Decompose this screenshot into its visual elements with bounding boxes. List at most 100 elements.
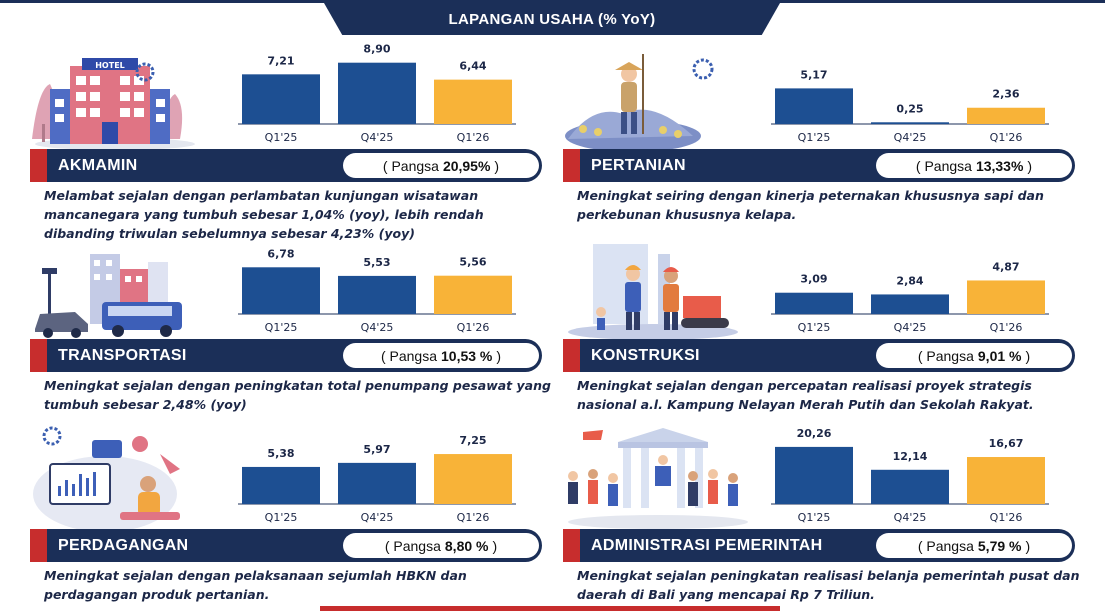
data-label: 3,09 [800,273,827,286]
sector-description: Meningkat sejalan dengan percepatan real… [577,378,1034,412]
panel-pertanian: 5,17 Q1'25 0,25 Q4'25 2,36 Q1'26 PERTANIAN ( … [563,44,1083,234]
sector-description: Melambat sejalan dengan perlambatan kunj… [44,188,484,241]
category-label: Q4'25 [894,131,927,144]
sector-name: TRANSPORTASI [58,347,187,364]
accent-marker [563,149,580,182]
data-label: 16,67 [989,437,1024,450]
share-value: 20,95% [442,157,491,174]
share-badge: ( Pangsa 9,01 % ) [876,343,1072,368]
share-badge: ( Pangsa 13,33% ) [876,153,1072,178]
sector-name: KONSTRUKSI [591,347,700,364]
category-label: Q4'25 [894,321,927,334]
category-label: Q1'26 [990,131,1023,144]
page-header: LAPANGAN USAHA (% YoY) [324,3,780,35]
accent-marker [30,529,47,562]
share-value: 9,01 % [977,347,1022,364]
bar [242,267,320,314]
bar-chart: 20,26 Q1'25 12,14 Q4'25 16,67 Q1'26 [771,427,1049,524]
data-label: 4,87 [992,260,1019,273]
bar [338,462,416,504]
bar [338,62,416,124]
panel-konstruksi: 3,09 Q1'25 2,84 Q4'25 4,87 Q1'26 KONSTRUKSI (… [563,234,1083,424]
category-label: Q4'25 [361,321,394,334]
data-label: 7,25 [459,434,486,447]
sector-description: Meningkat sejalan dengan pelaksanaan sej… [44,568,467,602]
data-label: 6,44 [459,60,486,73]
sector-name: ADMINISTRASI PEMERINTAH [591,537,823,554]
page-title: LAPANGAN USAHA (% YoY) [448,10,656,28]
bar-chart: 7,21 Q1'25 8,90 Q4'25 6,44 Q1'26 [238,44,516,144]
sector-header: KONSTRUKSI ( Pangsa 9,01 % ) [563,339,1083,372]
panel-administrasi-pemerintah: 20,26 Q1'25 12,14 Q4'25 16,67 Q1'26 ADMINISTR… [563,424,1083,614]
government-icon [568,428,748,529]
data-label: 5,17 [800,68,827,81]
sector-description: Meningkat seiring dengan kinerja peterna… [577,188,1044,222]
bar [775,292,853,314]
category-label: Q1'25 [798,321,831,334]
category-label: Q1'26 [990,321,1023,334]
category-label: Q4'25 [361,131,394,144]
bar [338,275,416,314]
data-label: 0,25 [896,102,923,115]
sector-name: PERTANIAN [591,157,686,174]
bar-chart: 5,17 Q1'25 0,25 Q4'25 2,36 Q1'26 [771,68,1049,144]
category-label: Q1'26 [457,511,490,524]
category-label: Q4'25 [361,511,394,524]
data-label: 5,53 [363,256,390,269]
data-label: 8,90 [363,44,390,56]
category-label: Q1'26 [457,321,490,334]
share-badge: ( Pangsa 8,80 % ) [343,533,539,558]
share-badge: ( Pangsa 20,95% ) [343,153,539,178]
share-value: 8,80 % [444,537,489,554]
bar-chart: 3,09 Q1'25 2,84 Q4'25 4,87 Q1'26 [771,260,1049,334]
sector-header: PERTANIAN ( Pangsa 13,33% ) [563,149,1083,182]
category-label: Q1'26 [990,511,1023,524]
data-label: 2,84 [896,274,923,287]
trading-icon [33,426,180,532]
category-label: Q1'25 [265,511,298,524]
category-label: Q1'25 [265,321,298,334]
bar-chart: 6,78 Q1'25 5,53 Q4'25 5,56 Q1'26 [238,247,516,334]
bar [871,469,949,504]
bar [242,466,320,504]
top-border [0,0,1105,3]
bar-chart: 5,38 Q1'25 5,97 Q4'25 7,25 Q1'26 [238,434,516,524]
category-label: Q1'25 [265,131,298,144]
bar [871,122,949,124]
panel-akmamin: HOTEL 7,21 Q1'25 8,90 Q4'25 6,44 Q1'26 AKMAMI… [30,44,550,241]
share-value: 13,33% [975,157,1024,174]
accent-marker [30,339,47,372]
share-badge: ( Pangsa 10,53 % ) [343,343,539,368]
sector-header: ADMINISTRASI PEMERINTAH ( Pangsa 5,79 % … [563,529,1083,562]
share-value: 5,79 % [977,537,1022,554]
bar [434,79,512,124]
bar [967,280,1045,314]
data-label: 5,97 [363,443,390,456]
data-label: 6,78 [267,247,294,260]
category-label: Q1'25 [798,511,831,524]
hotel-icon: HOTEL [32,58,195,150]
data-label: 2,36 [992,88,1019,101]
bottom-border [320,606,780,611]
data-label: 20,26 [797,427,832,440]
sector-header: PERDAGANGAN ( Pangsa 8,80 % ) [30,529,550,562]
share-badge: ( Pangsa 5,79 % ) [876,533,1072,558]
sector-name: PERDAGANGAN [58,537,189,554]
sector-description: Meningkat sejalan dengan peningkatan tot… [44,378,551,412]
sector-header: TRANSPORTASI ( Pangsa 10,53 % ) [30,339,550,372]
bar [775,446,853,504]
category-label: Q1'26 [457,131,490,144]
accent-marker [563,339,580,372]
data-label: 12,14 [893,450,928,463]
data-label: 5,38 [267,447,294,460]
panel-transportasi: 6,78 Q1'25 5,53 Q4'25 5,56 Q1'26 TRANSPORTASI… [30,234,551,424]
bar [434,454,512,504]
bar [242,74,320,124]
bar [967,107,1045,124]
svg-text:HOTEL: HOTEL [95,61,125,70]
sector-description: Meningkat sejalan peningkatan realisasi … [577,568,1080,602]
panel-perdagangan: 5,38 Q1'25 5,97 Q4'25 7,25 Q1'26 PERDAGANGAN … [30,424,550,614]
accent-marker [30,149,47,182]
category-label: Q1'25 [798,131,831,144]
bar [434,275,512,314]
